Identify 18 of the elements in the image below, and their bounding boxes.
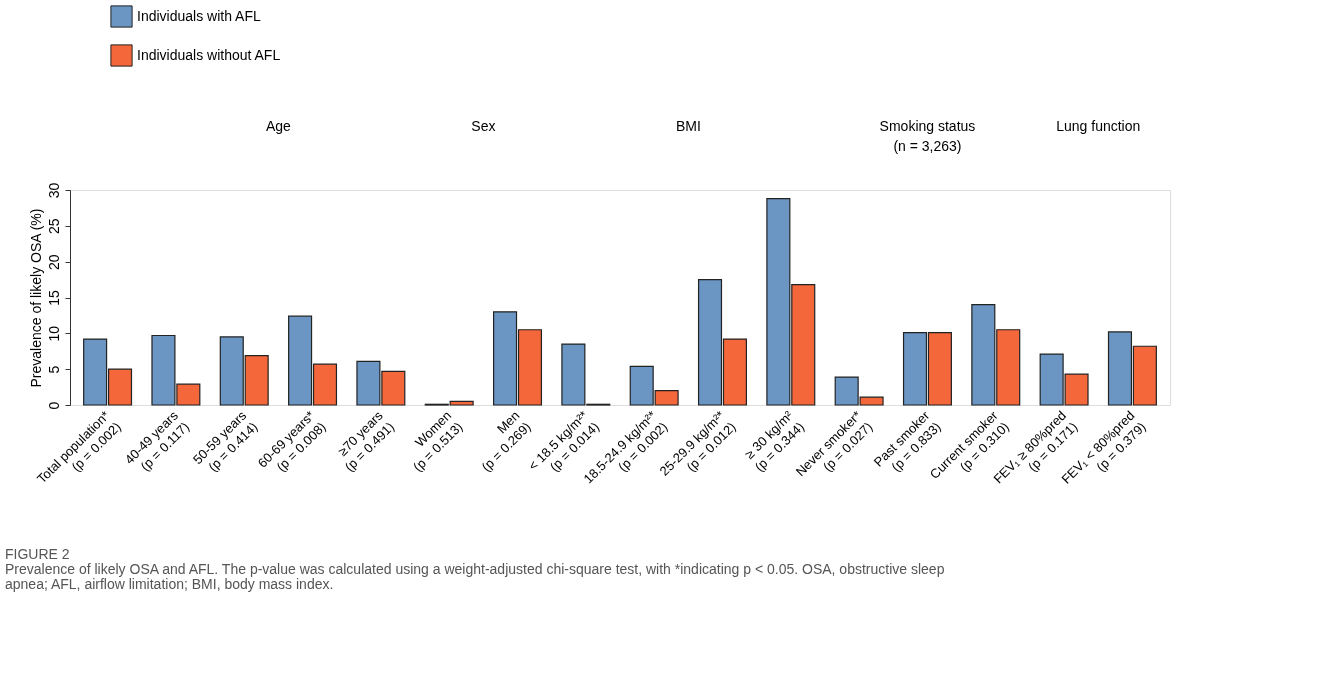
legend-label: Individuals with AFL: [137, 7, 261, 24]
text: Smoking status (n = 3,263): [879, 118, 976, 154]
text: Age: [265, 118, 292, 134]
text: Sex: [471, 118, 496, 134]
legend-label: Individuals without AFL: [137, 46, 281, 63]
y-tick-label: 5: [45, 365, 62, 374]
y-tick-label: 25: [45, 218, 62, 235]
y-tick-label: 15: [45, 290, 62, 306]
y-tick-label: 10: [45, 325, 62, 342]
text: BMI: [675, 118, 701, 134]
text: Prevalence of likely OSA and AFL. The p-value was calculated using a weight-adjusted chi-square test, with *indicating p < 0.05. OSA, obstructive sleep: [5, 561, 945, 577]
y-axis-title: Prevalence of likely OSA (%): [27, 208, 44, 388]
y-tick-label: 30: [45, 182, 62, 199]
text: Lung function: [1056, 118, 1141, 134]
y-tick-label: 0: [45, 401, 62, 410]
y-tick-label: 20: [45, 254, 62, 270]
text: apnea; AFL, airflow limitation; BMI, body mass index.: [5, 576, 334, 593]
caption: FIGURE 2: [5, 545, 70, 562]
